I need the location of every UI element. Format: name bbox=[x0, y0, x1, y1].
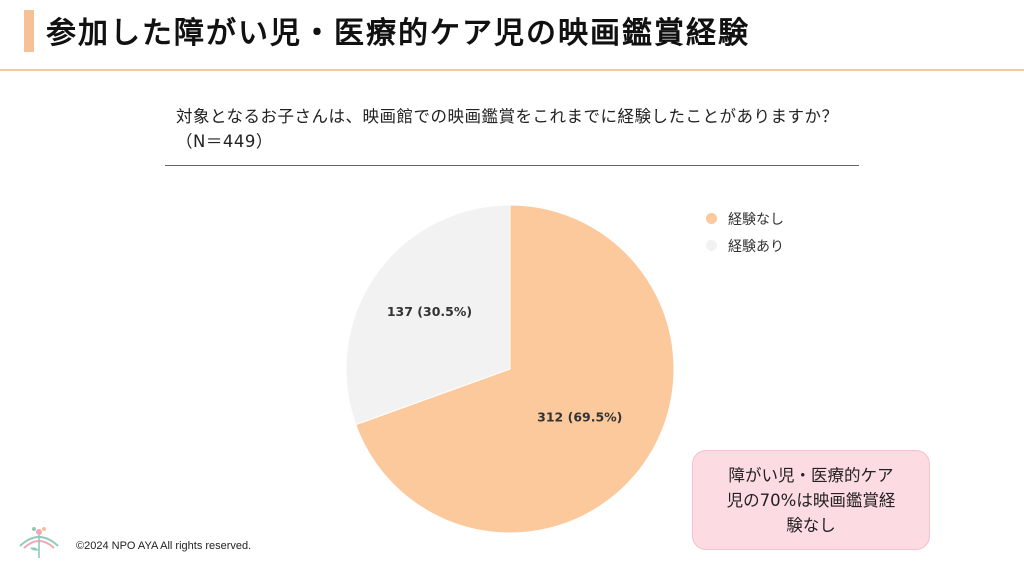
legend-item-has-experience: 経験あり bbox=[706, 232, 784, 259]
question-divider bbox=[165, 165, 859, 166]
callout-box bbox=[692, 450, 930, 550]
title-accent-bar bbox=[24, 10, 34, 52]
pie-slice-no-experience bbox=[355, 204, 675, 534]
legend-swatch bbox=[706, 240, 717, 251]
legend-item-no-experience: 経験なし bbox=[706, 205, 784, 232]
chart-legend: 経験なし 経験あり bbox=[706, 205, 784, 259]
legend-label: 経験あり bbox=[728, 238, 784, 255]
pie-slices bbox=[345, 204, 675, 534]
pie-data-label: 137 (30.5%) bbox=[387, 304, 472, 319]
legend-label: 経験なし bbox=[728, 211, 784, 228]
pie-data-label: 312 (69.5%) bbox=[537, 410, 622, 425]
page-title: 参加した障がい児・医療的ケア児の映画鑑賞経験 bbox=[46, 16, 750, 51]
title-divider bbox=[0, 69, 1024, 71]
copyright-text: ©2024 NPO AYA All rights reserved. bbox=[76, 540, 252, 552]
pie-slice-has-experience bbox=[345, 204, 511, 426]
callout-text: 障がい児・医療的ケア 児の70%は映画鑑賞経 験なし bbox=[726, 466, 896, 535]
legend-swatch bbox=[706, 213, 717, 224]
survey-question: 対象となるお子さんは、映画館での映画鑑賞をこれまでに経験したことがありますか？（… bbox=[176, 107, 839, 151]
npo-aya-logo bbox=[19, 527, 59, 558]
pie-labels: 312 (69.5%) 137 (30.5%) bbox=[387, 304, 623, 425]
